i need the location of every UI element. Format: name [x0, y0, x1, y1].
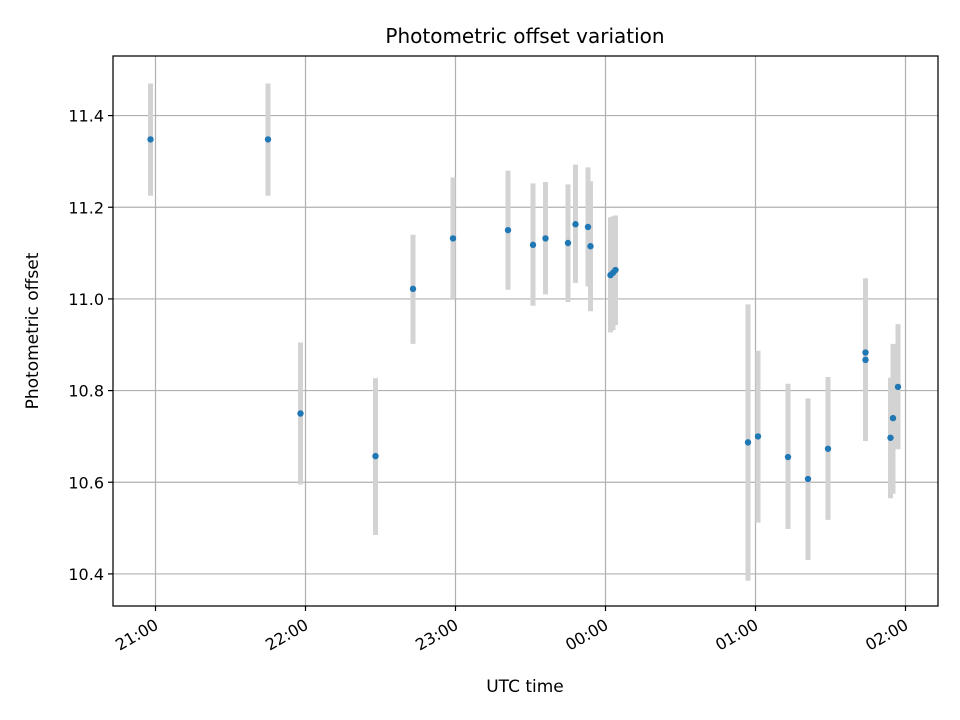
y-axis-ticks: 10.4 10.6 10.8 11.0 11.2 11.4: [68, 107, 113, 584]
y-tick-label: 10.8: [68, 382, 104, 401]
data-point: [862, 356, 869, 364]
data-point: [297, 410, 304, 417]
data-point: [784, 453, 792, 461]
x-axis-label: UTC time: [486, 677, 564, 697]
data-point: [862, 349, 869, 356]
data-point: [409, 285, 417, 293]
data-point: [804, 475, 812, 483]
y-tick-label: 10.6: [68, 473, 104, 492]
y-axis-label: Photometric offset: [23, 252, 43, 409]
data-point: [887, 434, 894, 441]
grid-lines: [113, 56, 938, 606]
data-point: [264, 136, 272, 143]
data-point: [584, 223, 592, 231]
y-tick-label: 10.4: [68, 565, 104, 584]
data-point: [372, 452, 379, 460]
y-tick-label: 11.0: [68, 290, 104, 309]
chart-title: Photometric offset variation: [385, 24, 664, 48]
data-points: [147, 136, 902, 483]
data-point: [572, 221, 579, 228]
data-point: [612, 266, 619, 274]
data-point: [754, 433, 762, 440]
y-tick-label: 11.4: [68, 107, 104, 126]
data-point: [542, 235, 549, 242]
data-point: [824, 445, 832, 452]
data-point: [147, 136, 154, 143]
data-point: [889, 414, 897, 422]
plot-area-frame: [112, 55, 939, 607]
data-point: [529, 241, 537, 249]
data-point: [504, 226, 512, 234]
y-tick-label: 11.2: [68, 198, 104, 217]
data-point: [449, 235, 457, 242]
data-point: [564, 239, 572, 247]
data-point: [744, 439, 752, 446]
data-point: [587, 243, 594, 250]
data-point: [894, 383, 902, 391]
